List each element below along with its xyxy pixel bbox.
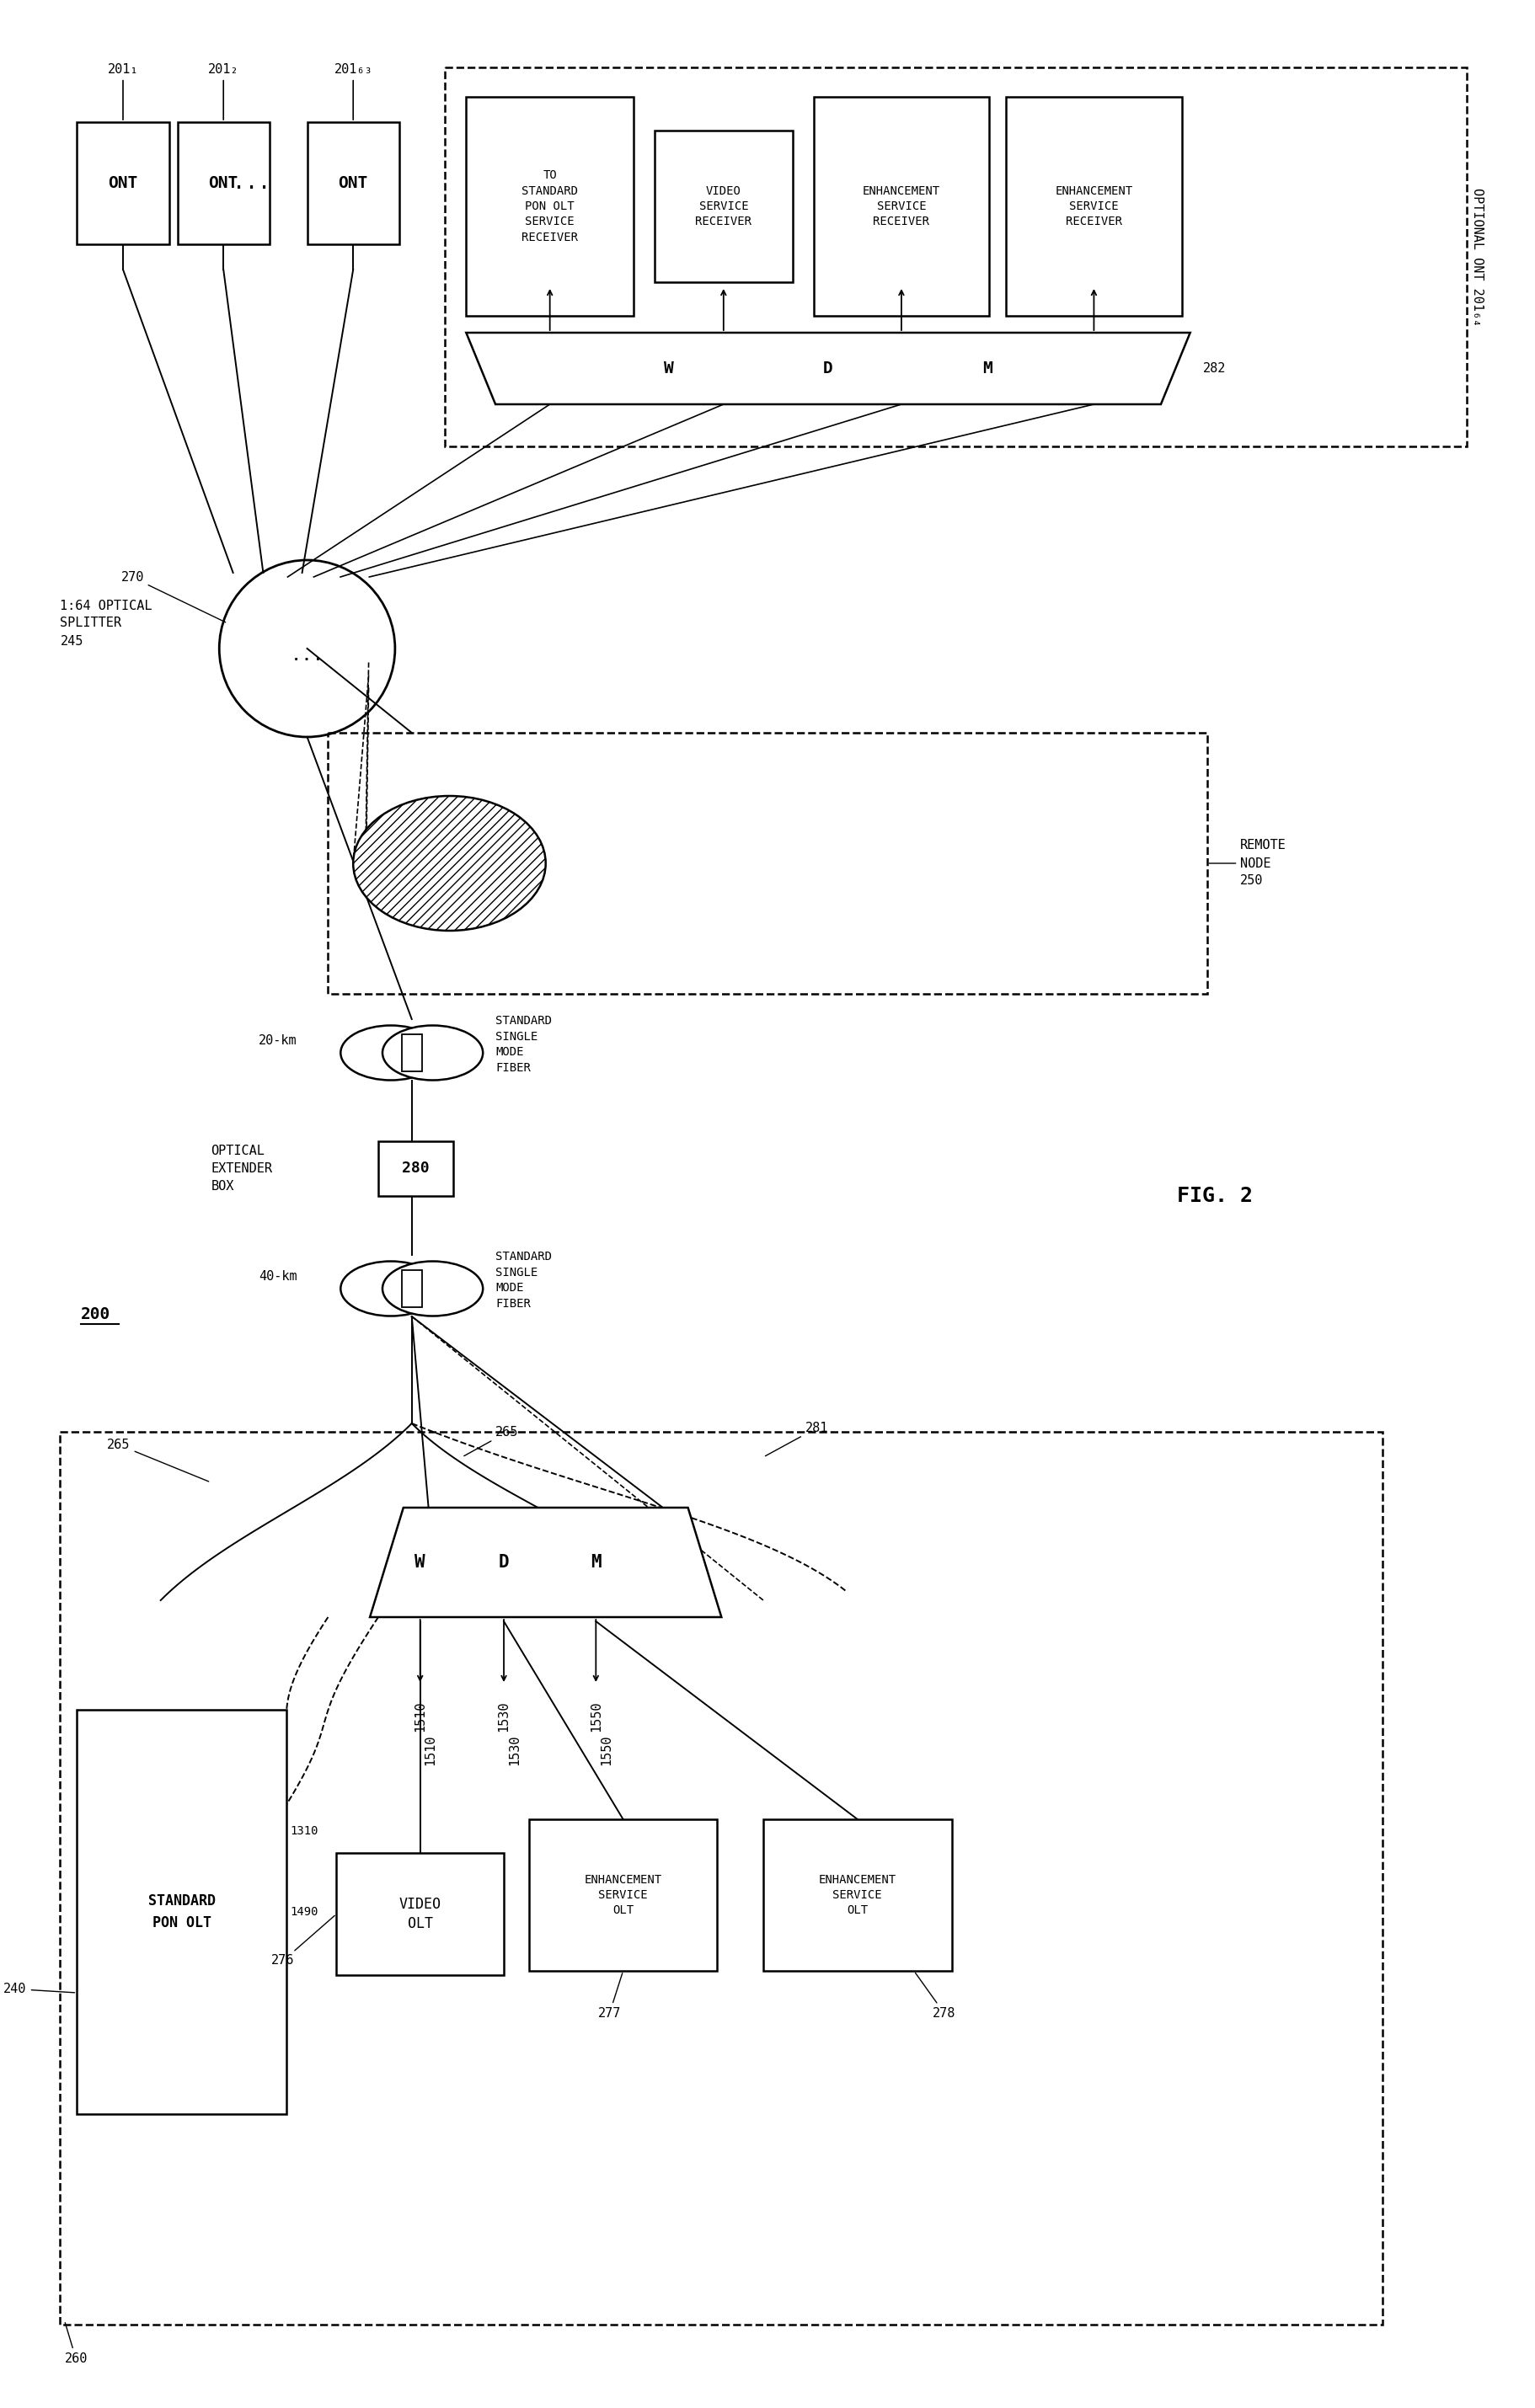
Text: ENHANCEMENT
SERVICE
RECEIVER: ENHANCEMENT SERVICE RECEIVER	[863, 185, 941, 229]
Text: 20-km: 20-km	[258, 1033, 298, 1047]
Text: 278: 278	[915, 1972, 956, 2020]
Text: 1310: 1310	[290, 1825, 319, 1837]
Text: 201₁: 201₁	[107, 63, 138, 120]
Text: D: D	[499, 1553, 510, 1570]
Text: ONT: ONT	[338, 176, 368, 190]
Ellipse shape	[353, 797, 545, 929]
Ellipse shape	[341, 1026, 441, 1081]
FancyBboxPatch shape	[445, 67, 1466, 445]
Text: 260: 260	[64, 2324, 87, 2365]
Text: 1:64 OPTICAL
SPLITTER
245: 1:64 OPTICAL SPLITTER 245	[60, 600, 152, 648]
Text: VIDEO
OLT: VIDEO OLT	[399, 1898, 441, 1931]
Text: 265: 265	[107, 1438, 209, 1481]
FancyBboxPatch shape	[467, 96, 634, 315]
Text: 282: 282	[1203, 361, 1226, 376]
FancyBboxPatch shape	[1005, 96, 1182, 315]
Text: ENHANCEMENT
SERVICE
OLT: ENHANCEMENT SERVICE OLT	[585, 1873, 662, 1917]
Polygon shape	[370, 1507, 721, 1618]
Text: STANDARD
SINGLE
MODE
FIBER: STANDARD SINGLE MODE FIBER	[496, 1016, 553, 1074]
Text: 40-km: 40-km	[258, 1269, 298, 1283]
Text: 1530: 1530	[508, 1736, 520, 1765]
FancyBboxPatch shape	[378, 1141, 454, 1197]
Ellipse shape	[382, 1262, 484, 1317]
Text: ...: ...	[290, 648, 324, 665]
Text: W: W	[414, 1553, 425, 1570]
Text: 1510: 1510	[414, 1702, 427, 1731]
Text: OPTICAL
EXTENDER
BOX: OPTICAL EXTENDER BOX	[210, 1144, 272, 1192]
Text: REMOTE
NODE
250: REMOTE NODE 250	[1210, 840, 1286, 886]
Text: 1530: 1530	[497, 1702, 510, 1731]
Ellipse shape	[341, 1262, 441, 1317]
Text: 276: 276	[272, 1914, 335, 1967]
Text: TO
STANDARD
PON OLT
SERVICE
RECEIVER: TO STANDARD PON OLT SERVICE RECEIVER	[522, 169, 579, 243]
Text: 1490: 1490	[290, 1907, 319, 1917]
Text: VIDEO
SERVICE
RECEIVER: VIDEO SERVICE RECEIVER	[695, 185, 752, 229]
FancyBboxPatch shape	[402, 1035, 422, 1072]
FancyBboxPatch shape	[307, 123, 399, 243]
Text: 281: 281	[766, 1421, 829, 1457]
Text: 280: 280	[402, 1161, 430, 1175]
Text: 265: 265	[464, 1426, 519, 1457]
Text: ONT: ONT	[209, 176, 238, 190]
Text: ONT: ONT	[107, 176, 138, 190]
Text: 1550: 1550	[589, 1702, 602, 1731]
FancyBboxPatch shape	[77, 1710, 286, 2114]
FancyBboxPatch shape	[60, 1433, 1383, 2324]
FancyBboxPatch shape	[402, 1269, 422, 1308]
Text: W: W	[665, 361, 674, 376]
Text: 270: 270	[121, 571, 226, 621]
FancyBboxPatch shape	[328, 732, 1207, 995]
FancyBboxPatch shape	[654, 130, 792, 282]
Text: ENHANCEMENT
SERVICE
RECEIVER: ENHANCEMENT SERVICE RECEIVER	[1055, 185, 1133, 229]
Text: STANDARD
PON OLT: STANDARD PON OLT	[147, 1893, 215, 1931]
Text: 1510: 1510	[424, 1736, 437, 1765]
Text: D: D	[823, 361, 834, 376]
Text: 277: 277	[599, 1972, 622, 2020]
Text: 240: 240	[3, 1982, 75, 1996]
Text: ENHANCEMENT
SERVICE
OLT: ENHANCEMENT SERVICE OLT	[818, 1873, 896, 1917]
Text: 201₂: 201₂	[209, 63, 239, 120]
Text: 1550: 1550	[600, 1736, 612, 1765]
Text: ...: ...	[232, 173, 270, 193]
Polygon shape	[467, 332, 1190, 405]
Text: FIG. 2: FIG. 2	[1177, 1185, 1253, 1206]
Text: M: M	[591, 1553, 602, 1570]
Text: OPTIONAL ONT 201₆₄: OPTIONAL ONT 201₆₄	[1471, 188, 1483, 325]
FancyBboxPatch shape	[178, 123, 270, 243]
Ellipse shape	[382, 1026, 484, 1081]
Text: M: M	[982, 361, 993, 376]
Text: 201₆₃: 201₆₃	[335, 63, 373, 120]
Text: STANDARD
SINGLE
MODE
FIBER: STANDARD SINGLE MODE FIBER	[496, 1252, 553, 1310]
Text: 200: 200	[81, 1305, 111, 1322]
FancyBboxPatch shape	[814, 96, 989, 315]
FancyBboxPatch shape	[77, 123, 169, 243]
FancyBboxPatch shape	[530, 1820, 717, 1970]
FancyBboxPatch shape	[763, 1820, 952, 1970]
FancyBboxPatch shape	[336, 1852, 503, 1975]
